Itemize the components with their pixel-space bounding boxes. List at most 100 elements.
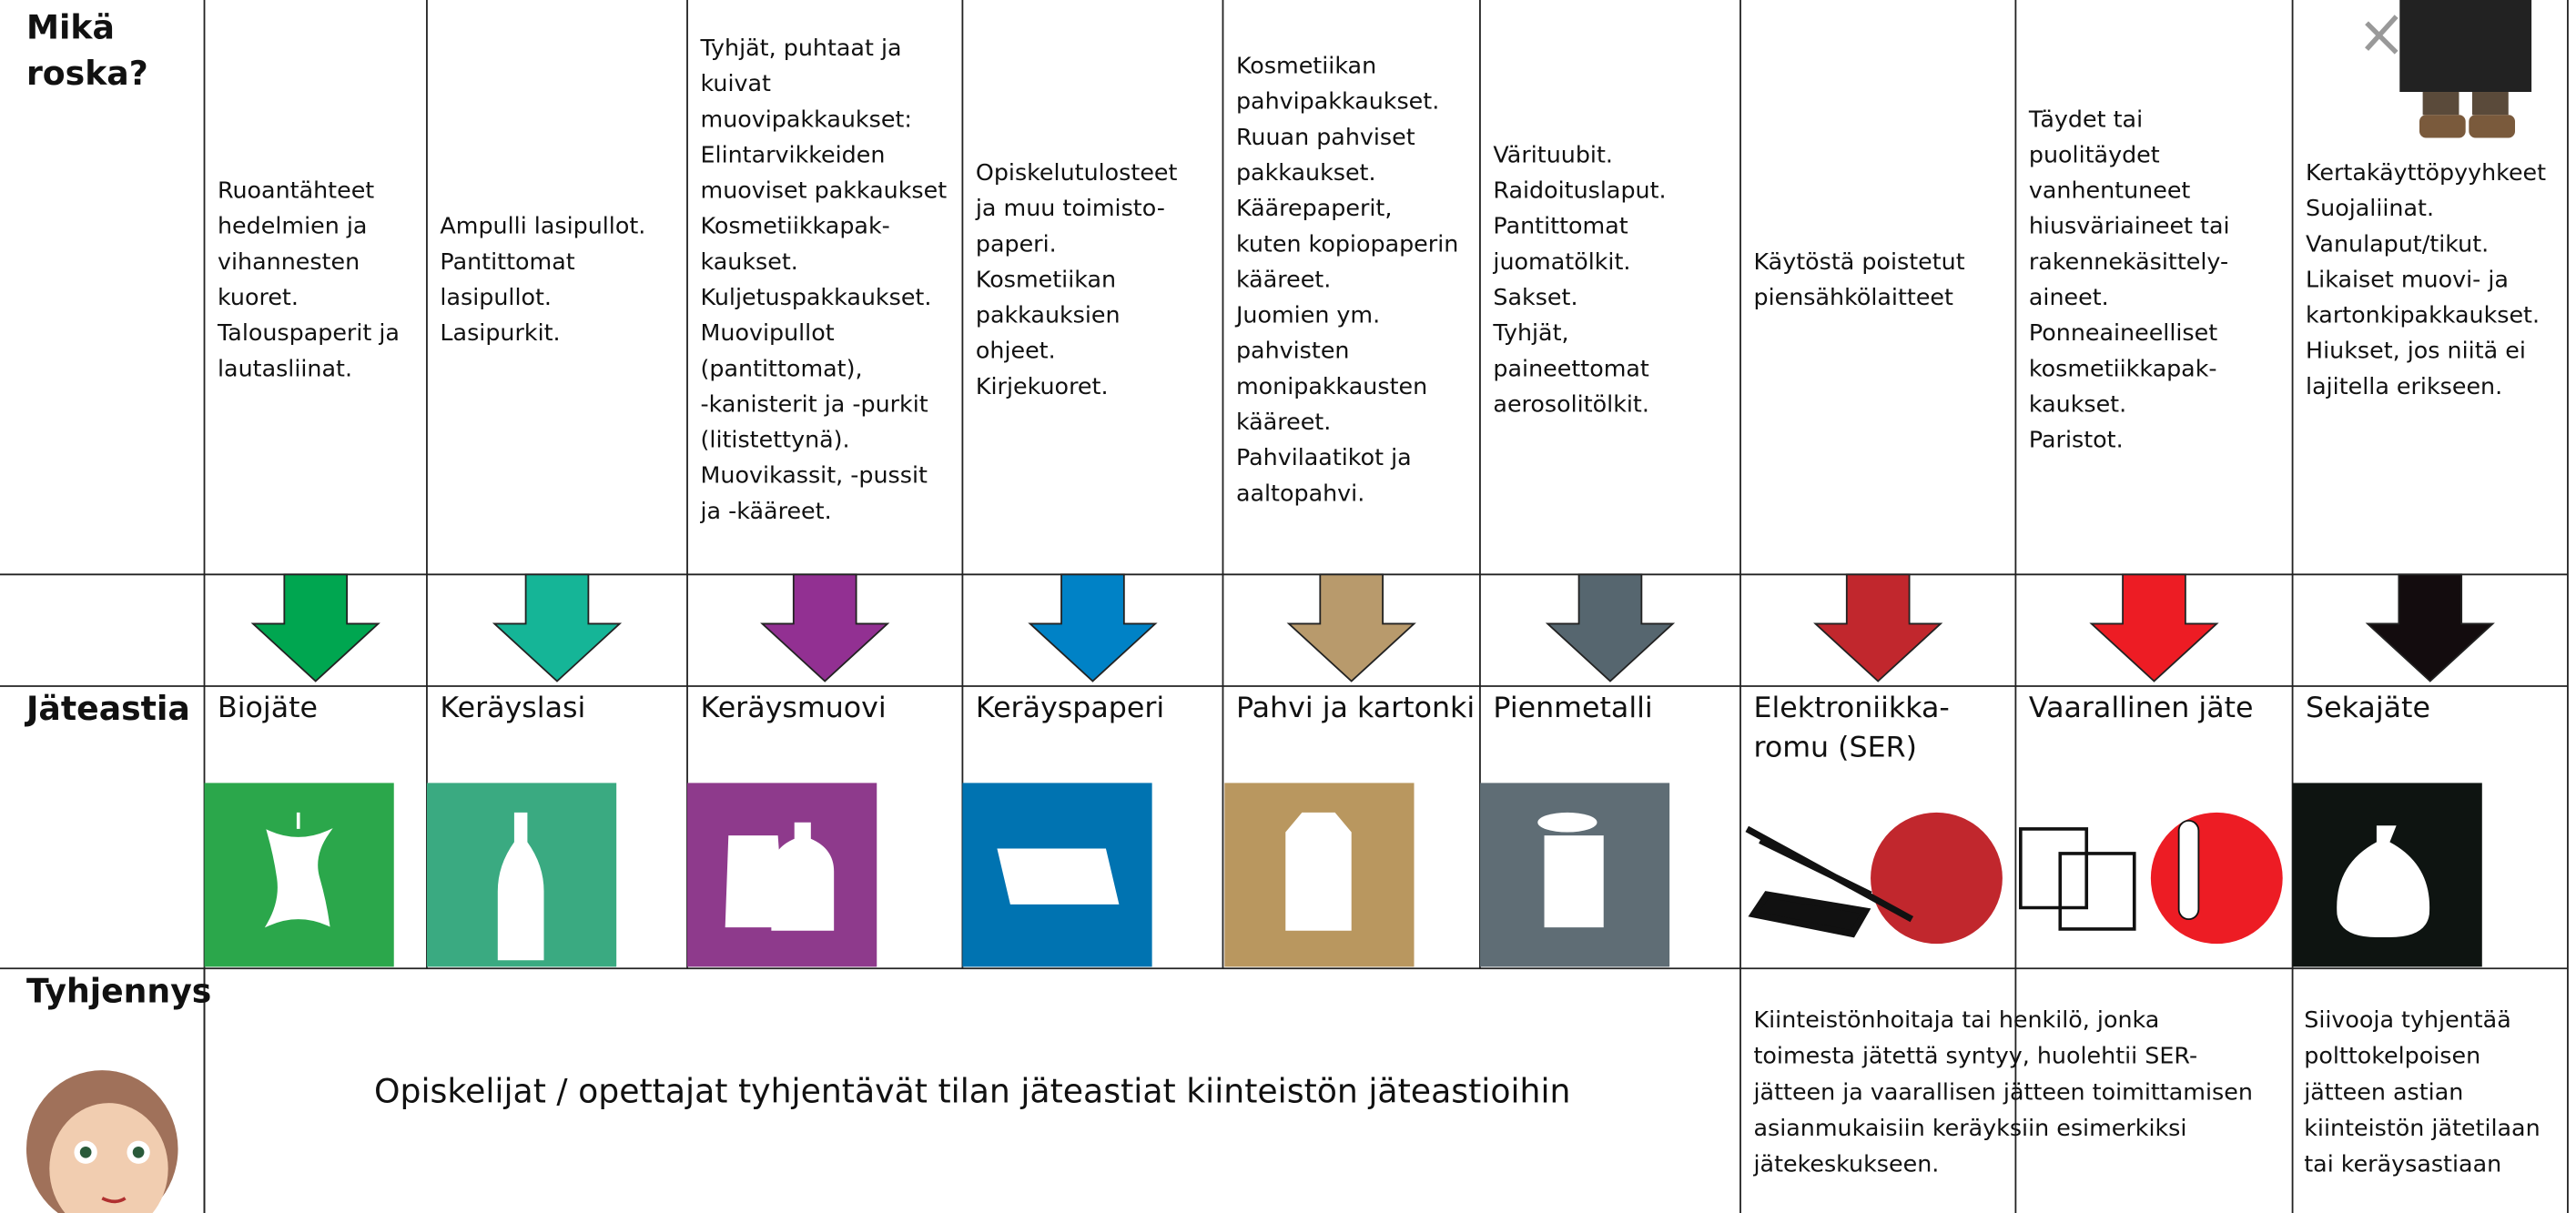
icon-bottle — [497, 812, 544, 961]
emptying-ser: Kiinteistönhoitaja tai henkilö, jonka — [1754, 1006, 2160, 1033]
janitor-illustration — [2365, 0, 2532, 138]
waste-description: Suojaliinat. — [2306, 195, 2434, 221]
bin-name: Pahvi ja kartonki — [1236, 692, 1475, 724]
waste-description: pakkaukset. — [1236, 159, 1376, 186]
waste-description: kosmetiikkapak- — [2029, 355, 2217, 381]
waste-description: hedelmien ja — [218, 213, 367, 239]
waste-description: paineettomat — [1493, 355, 1649, 381]
waste-description: kaukset. — [2029, 390, 2126, 417]
waste-description: Juomien ym. — [1234, 302, 1380, 329]
emptying-mixed: jätteen astian — [2303, 1078, 2463, 1105]
waste-description: Kosmetiikan — [1236, 53, 1376, 79]
waste-description: Ponneaineelliset — [2029, 319, 2217, 346]
waste-description: Talouspaperit ja — [217, 319, 400, 346]
waste-description: lautasliinat. — [218, 355, 352, 381]
waste-description: Ampulli lasipullot. — [440, 213, 645, 239]
waste-description: paperi. — [976, 230, 1057, 257]
arrow — [2089, 573, 2219, 682]
waste-description: Kuljetuspakkaukset. — [701, 284, 932, 310]
waste-description: kuivat — [701, 70, 772, 96]
bin-name: Keräysmuovi — [701, 692, 887, 724]
arrow — [1545, 573, 1676, 682]
waste-description: monipakkausten — [1236, 373, 1427, 399]
emptying-ser: jätteen ja vaarallisen jätteen toimittam… — [1752, 1078, 2252, 1105]
icon-bag — [2337, 825, 2430, 937]
arrow — [250, 573, 380, 682]
waste-description: kuoret. — [218, 284, 299, 310]
bin-name: Sekajäte — [2306, 692, 2430, 724]
icon-can — [1544, 835, 1604, 928]
icon-hazard-can — [2019, 827, 2136, 931]
icon-ser-device — [1745, 825, 1914, 938]
waste-description: Paristot. — [2029, 427, 2124, 453]
waste-description: kaukset. — [701, 248, 798, 275]
icon-bag — [725, 835, 785, 928]
arrow — [760, 573, 890, 682]
waste-description: Täydet tai — [2028, 106, 2143, 132]
emptying-mixed: kiinteistön jätetilaan — [2304, 1115, 2540, 1141]
emptying-mixed: Siivooja tyhjentää — [2304, 1006, 2511, 1033]
waste-description: pahvisten — [1236, 338, 1350, 364]
arrow — [2365, 573, 2495, 682]
waste-description: Pantittomat — [440, 248, 574, 275]
waste-description: aerosolitölkit. — [1493, 390, 1648, 417]
waste-description: aaltopahvi. — [1236, 480, 1364, 506]
waste-description: Muovikassit, -pussit — [701, 462, 928, 489]
waste-description: puolitäydet — [2029, 141, 2160, 167]
emptying-mixed: tai keräysastiaan — [2304, 1151, 2501, 1178]
arrow — [1286, 573, 1416, 682]
waste-description: Kertakäyttöpyyhkeet — [2306, 159, 2546, 186]
waste-description: (pantittomat), — [701, 355, 863, 381]
emptying-common: Opiskelijat / opettajat tyhjentävät tila… — [374, 1071, 1570, 1110]
waste-description: -kanisterit ja -purkit — [701, 390, 928, 417]
waste-description: Kosmetiikan — [976, 266, 1116, 292]
waste-description: Käytöstä poistetut — [1754, 248, 1965, 275]
waste-description: Kirjekuoret. — [976, 373, 1109, 399]
waste-description: Tyhjät, — [1492, 319, 1568, 346]
waste-description: hiusväriaineet tai — [2029, 213, 2230, 239]
waste-description: lasipullot. — [440, 284, 552, 310]
waste-description: lajitella erikseen. — [2306, 373, 2502, 399]
waste-description: Opiskelutulosteet — [976, 159, 1178, 186]
waste-description: muoviset pakkaukset — [701, 177, 948, 204]
waste-description: Elintarvikkeiden — [701, 141, 886, 167]
bin-name: Biojäte — [218, 692, 318, 724]
icon-ser — [1871, 812, 2003, 945]
waste-description: Ruuan pahviset — [1236, 124, 1415, 150]
arrow — [492, 573, 623, 682]
emptying-ser: asianmukaisiin keräyksiin esimerkiksi — [1754, 1115, 2187, 1141]
bin-name: Pienmetalli — [1493, 692, 1652, 724]
waste-description: piensähkölaitteet — [1754, 284, 1954, 310]
emptying-ser: toimesta jätettä syntyy, huolehtii SER- — [1754, 1043, 2198, 1069]
waste-description: kuten kopiopaperin — [1236, 230, 1458, 257]
icon-hazard-cylinder — [2177, 819, 2200, 921]
waste-description: pahvipakkaukset. — [1236, 88, 1439, 115]
waste-description: Sakset. — [1493, 284, 1577, 310]
bin-name: romu (SER) — [1754, 732, 1918, 764]
bin-name: Vaarallinen jäte — [2029, 692, 2254, 724]
student-illustration — [25, 1070, 178, 1213]
row-label: Mikä — [26, 8, 115, 47]
icon-lid — [1537, 812, 1597, 833]
waste-description: kartonkipakkaukset. — [2306, 302, 2540, 329]
icon-newspaper — [997, 848, 1120, 905]
bin-name: Elektroniikka- — [1754, 692, 1950, 724]
waste-description: Hiukset, jos niitä ei — [2306, 338, 2526, 364]
waste-description: Muovipullot — [701, 319, 835, 346]
waste-description: ohjeet. — [976, 338, 1056, 364]
row-label: Jäteastia — [24, 689, 190, 728]
arrow — [1028, 573, 1158, 682]
waste-description: juomatölkit. — [1492, 248, 1630, 275]
waste-description: vihannesten — [218, 248, 360, 275]
waste-description: Ruoantähteet — [218, 177, 374, 204]
arrow — [1813, 573, 1943, 682]
waste-description: Tyhjät, puhtaat ja — [700, 35, 902, 61]
emptying-ser: jätekeskukseen. — [1752, 1151, 1939, 1178]
icon-apple — [264, 812, 333, 928]
waste-description: Raidoituslaput. — [1493, 177, 1666, 204]
icon-hazard — [2150, 812, 2283, 945]
waste-description: aineet. — [2029, 284, 2109, 310]
row-label: roska? — [26, 54, 148, 93]
waste-description: Pahvilaatikot ja — [1236, 444, 1412, 470]
